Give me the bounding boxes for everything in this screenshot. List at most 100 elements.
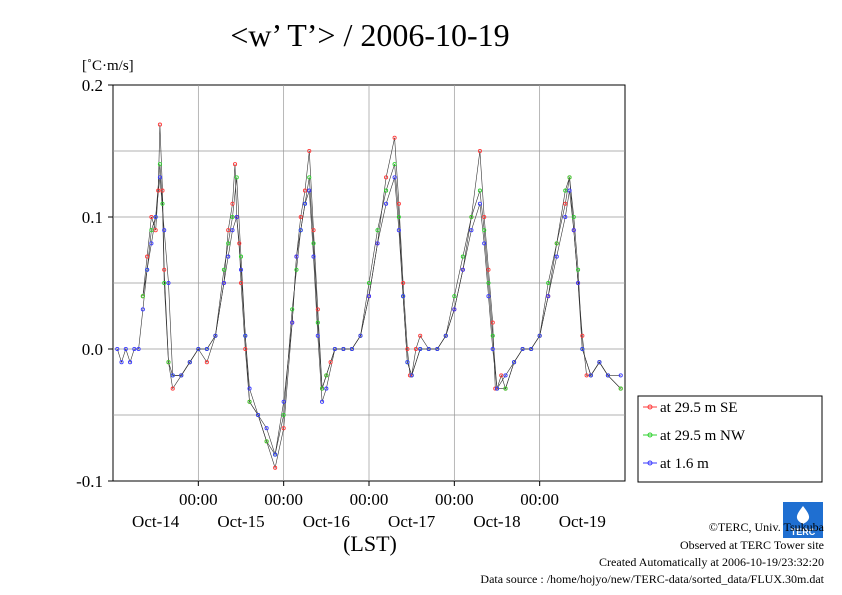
x-axis-label: (LST) bbox=[343, 531, 397, 556]
data-point bbox=[482, 241, 487, 246]
x-tick-day-label: Oct-17 bbox=[388, 512, 436, 531]
data-point bbox=[149, 214, 154, 220]
data-point bbox=[170, 373, 175, 378]
data-point bbox=[157, 122, 162, 127]
data-point bbox=[384, 201, 389, 206]
data-point bbox=[605, 373, 610, 378]
data-point bbox=[243, 346, 248, 352]
data-point bbox=[226, 254, 231, 259]
data-point bbox=[618, 386, 623, 391]
data-point bbox=[307, 148, 312, 154]
data-point bbox=[298, 228, 303, 233]
data-point bbox=[273, 465, 278, 470]
series-line bbox=[142, 164, 621, 456]
data-point bbox=[145, 267, 150, 272]
x-tick-time-label: 00:00 bbox=[179, 490, 218, 509]
data-point bbox=[384, 175, 389, 180]
data-point bbox=[366, 294, 372, 299]
data-point bbox=[405, 360, 410, 365]
data-point bbox=[409, 373, 414, 378]
data-point bbox=[238, 280, 244, 286]
data-point bbox=[435, 346, 440, 352]
data-source-text: Data source : /home/hojyo/new/TERC-data/… bbox=[480, 572, 824, 586]
observed-text: Observed at TERC Tower site bbox=[679, 538, 824, 552]
data-point bbox=[584, 373, 589, 378]
data-point bbox=[405, 346, 410, 352]
data-point bbox=[204, 360, 209, 365]
data-point bbox=[503, 373, 508, 378]
data-point bbox=[157, 162, 162, 167]
data-point bbox=[477, 148, 482, 154]
x-tick-time-label: 00:00 bbox=[350, 490, 389, 509]
y-tick-label: -0.1 bbox=[76, 472, 103, 491]
data-point bbox=[413, 346, 418, 352]
x-tick-day-label: Oct-14 bbox=[132, 512, 180, 531]
data-point bbox=[157, 175, 162, 180]
data-point bbox=[153, 214, 158, 220]
data-point bbox=[618, 373, 623, 378]
data-point bbox=[512, 360, 517, 365]
data-point bbox=[469, 228, 474, 233]
data-point bbox=[140, 307, 145, 312]
legend-marker bbox=[647, 404, 653, 410]
data-point bbox=[571, 228, 576, 233]
data-point bbox=[375, 241, 380, 246]
x-tick-time-label: 00:00 bbox=[435, 490, 474, 509]
data-point bbox=[123, 346, 128, 352]
data-point bbox=[221, 280, 226, 286]
data-point bbox=[576, 267, 581, 272]
data-point bbox=[324, 386, 329, 391]
terc-logo: TERC bbox=[783, 502, 823, 538]
data-point bbox=[482, 228, 487, 233]
data-point bbox=[563, 188, 568, 193]
data-point bbox=[358, 333, 363, 338]
data-point bbox=[256, 412, 261, 418]
data-point bbox=[499, 373, 504, 378]
data-point bbox=[482, 214, 487, 220]
data-point bbox=[460, 267, 465, 272]
data-point bbox=[349, 346, 354, 352]
legend-box bbox=[637, 395, 823, 483]
data-point bbox=[392, 175, 397, 180]
data-point bbox=[290, 320, 295, 325]
data-point bbox=[153, 228, 158, 233]
data-point bbox=[366, 280, 372, 286]
data-point bbox=[554, 254, 559, 259]
data-point bbox=[136, 346, 141, 352]
data-point bbox=[396, 228, 401, 233]
legend-marker bbox=[647, 432, 653, 438]
data-point bbox=[247, 399, 252, 404]
data-point bbox=[537, 333, 542, 338]
legend-label: at 29.5 m NW bbox=[660, 428, 746, 444]
data-point bbox=[230, 201, 235, 206]
data-point bbox=[294, 254, 299, 259]
data-point bbox=[307, 188, 312, 193]
y-tick-label: 0.0 bbox=[82, 340, 103, 359]
data-point bbox=[567, 188, 572, 193]
x-tick-time-label: 00:00 bbox=[520, 490, 559, 509]
data-point bbox=[320, 386, 325, 391]
data-point bbox=[156, 188, 161, 193]
data-point bbox=[221, 267, 226, 272]
data-point bbox=[149, 241, 154, 246]
x-tick-time-label: 00:00 bbox=[264, 490, 303, 509]
data-point bbox=[580, 333, 585, 338]
data-point bbox=[460, 254, 465, 259]
data-point bbox=[392, 135, 397, 140]
data-point bbox=[237, 241, 242, 246]
data-point bbox=[264, 439, 269, 444]
data-point bbox=[315, 320, 320, 325]
data-point bbox=[426, 346, 431, 352]
data-point bbox=[486, 294, 491, 299]
data-point bbox=[170, 386, 175, 391]
data-point bbox=[234, 214, 239, 220]
data-point bbox=[469, 214, 474, 220]
data-point bbox=[332, 346, 337, 352]
data-point bbox=[119, 360, 124, 365]
data-point bbox=[407, 373, 413, 378]
logo-text: TERC bbox=[791, 527, 816, 537]
data-point bbox=[132, 346, 137, 352]
data-point bbox=[452, 294, 457, 299]
series-points bbox=[115, 122, 623, 470]
data-point bbox=[546, 294, 551, 299]
